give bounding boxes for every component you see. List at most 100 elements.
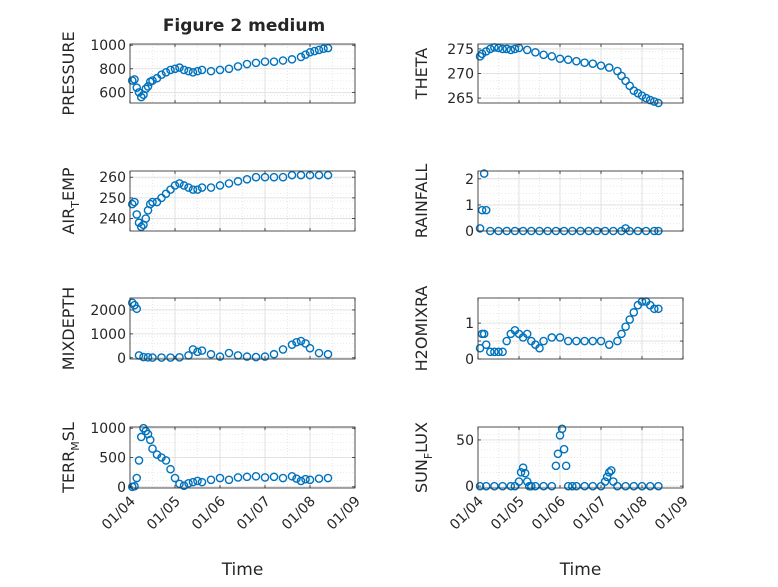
data-point [621,76,630,86]
data-point [475,51,485,61]
data-point [188,185,198,194]
data-point [625,315,635,324]
data-point [654,304,663,314]
subplot-sun_flux: 0 50 01/04 01/05 01/06 01/07 01/08 01/09 Time SUN… [412,422,692,580]
data-point [510,44,520,54]
data-point [188,477,198,487]
data-point [132,210,142,219]
data-point [292,474,301,483]
data-point [197,65,207,75]
data-point [269,472,279,482]
data-point [136,432,146,442]
y-tick-label: 0 [465,352,474,368]
data-point [242,59,252,69]
data-point [563,55,573,65]
x-axis-label: Time [221,560,264,580]
subplot-terr_msl: 0 500 1000 01/04 01/05 01/06 01/07 01/08 01/09 Ti… [59,421,364,580]
data-point [184,66,193,76]
data-point [475,343,485,353]
data-point [166,464,175,474]
data-point [215,473,225,483]
y-axis-label-tail: SL [59,422,78,441]
y-tick-label: 1 [465,198,474,214]
data-point [132,83,142,92]
y-tick-label: 1000 [90,327,126,343]
data-point [175,479,184,489]
data-point [547,481,557,491]
data-point [563,481,573,491]
data-point [588,336,598,346]
data-point [193,185,202,194]
data-point [625,81,635,91]
data-point [296,52,306,62]
data-point [260,57,270,67]
axes-box [129,297,356,360]
x-tick-label: 01/05 [144,494,184,534]
data-point [224,348,234,358]
data-point [197,346,207,355]
data-point [206,349,216,359]
data-point [561,461,571,471]
data-point [539,50,548,60]
y-axis-label: THETA [412,48,431,100]
data-point [130,197,139,207]
data-point [145,435,155,445]
data-point [242,472,252,482]
data-point [278,56,288,65]
data-point [148,197,157,207]
data-point [197,183,207,192]
subplot-mixdepth: 0 1000 2000 MIXDEPTH [59,287,356,370]
data-point [613,481,622,491]
data-point [613,336,622,346]
data-point [551,461,561,471]
x-tick-label: 01/04 [99,493,139,533]
data-point [580,336,589,346]
data-point [588,59,598,68]
data-point [481,205,491,215]
data-point [314,45,324,55]
data-point [193,476,202,486]
data-point [175,63,184,72]
data-point [479,329,489,339]
data-point [179,481,189,490]
data-point [498,44,507,54]
data-point [498,347,507,357]
y-axis-label-main: H2OMIXRA [412,286,431,372]
data-point [654,481,663,491]
y-tick-label: 0 [465,224,474,240]
data-point [287,55,297,64]
data-point [596,336,606,346]
data-point [531,48,540,57]
data-point [251,471,261,481]
data-point [136,222,146,232]
data-point [641,93,651,103]
data-point [572,336,581,346]
data-point [305,47,315,57]
axes-box [129,170,356,232]
data-point [188,68,198,77]
data-point [572,481,581,491]
data-point [481,481,491,491]
y-tick-label: 240 [99,212,126,228]
y-axis-label-subscript: M [69,441,82,451]
data-point [134,218,144,228]
x-tick-label: 01/06 [189,493,229,533]
data-point [563,336,573,346]
data-point [645,481,655,491]
data-point [305,343,315,353]
data-point [184,479,193,488]
y-axis-label-main: MIXDEPTH [59,287,78,370]
data-point [555,333,565,342]
x-tick-label: 01/04 [447,493,487,533]
data-point [596,61,606,70]
data-point [175,353,184,362]
data-point [301,474,310,484]
data-point [617,329,626,339]
data-point [506,45,516,55]
data-point [215,352,225,361]
data-point [314,474,324,483]
data-point [148,76,157,85]
data-point [490,481,499,491]
data-point [251,172,261,182]
data-point [166,353,175,362]
